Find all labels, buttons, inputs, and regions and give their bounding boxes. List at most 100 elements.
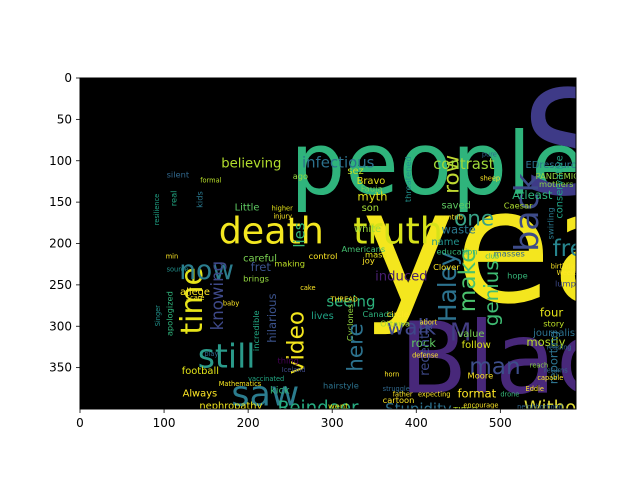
word-play: play — [204, 350, 218, 358]
word-recently: recently — [418, 322, 433, 376]
word-reporting: reporting — [547, 331, 561, 384]
word-now: now — [179, 255, 234, 286]
word-cyclones: Cyclones — [345, 304, 355, 341]
y-tick-label: 100 — [49, 154, 72, 168]
word-without: Without — [524, 398, 595, 419]
plot-background — [80, 78, 576, 409]
word-journalist: journalist — [532, 328, 579, 339]
word-thread: THREAD — [330, 295, 358, 303]
word-careful: careful — [243, 254, 277, 265]
word-contrib: contrib — [440, 214, 463, 222]
word-swirling: swirling — [545, 207, 555, 239]
word-sez: sez — [347, 166, 363, 177]
word-stupidity: Stupidity — [385, 400, 452, 418]
word-fret: fret — [251, 260, 272, 274]
word-horn: horn — [384, 371, 399, 379]
word-scare: Scare — [186, 294, 204, 302]
word-black: Black — [399, 301, 640, 416]
word-mathematics: Mathematics — [219, 380, 262, 388]
word-pandemic: PANDEMIC — [536, 171, 580, 181]
word-rock: rock — [411, 336, 436, 350]
word-threatened: threatened — [403, 156, 413, 202]
word-ottawa: Ottawa — [380, 318, 410, 328]
y-tick-label: 350 — [49, 361, 72, 375]
word-make: make — [454, 249, 481, 313]
x-tick-label: 100 — [153, 416, 176, 430]
word-hairstyle: hairstyle — [323, 380, 359, 390]
word-here: here — [343, 323, 368, 371]
word-making: making — [274, 259, 305, 269]
word-little: Little — [235, 202, 260, 213]
word-back: back — [507, 172, 546, 251]
word-birthday: birthday — [551, 262, 579, 270]
word-incredible: incredible — [251, 310, 261, 351]
word-year: year — [362, 156, 640, 339]
word-resilience: resilience — [153, 194, 161, 225]
word-reindeer: Reindeer — [278, 398, 360, 419]
x-axis: 0 100 200 300 400 500 — [76, 409, 512, 430]
word-believing: believing — [221, 156, 281, 171]
word-canada: Canada — [362, 309, 394, 319]
word-value: value — [457, 329, 484, 340]
word-lump: lump — [555, 279, 576, 289]
word-atleast: Atleast — [512, 188, 553, 202]
word-mothers: mothers — [539, 179, 574, 189]
word-seeing: seeing — [326, 292, 375, 310]
word-capable: capable — [537, 374, 563, 382]
word-haley: Haley — [433, 251, 462, 322]
word-kids: kids — [195, 191, 205, 208]
word-time: time — [175, 267, 210, 334]
word-returns: returns — [544, 367, 568, 375]
word-contrast: contrast — [433, 155, 495, 173]
word-formal: formal — [200, 176, 221, 184]
word-format: format — [457, 386, 496, 400]
word-induced: induced — [375, 270, 428, 285]
word-genius: genius — [480, 260, 503, 326]
y-axis: 0 50 100 150 200 250 300 350 — [49, 71, 80, 375]
word-bravo: Bravo — [357, 176, 386, 187]
word-brings: brings — [243, 274, 269, 284]
y-tick-label: 0 — [64, 71, 72, 85]
word-neighborhood: neighborhood — [517, 403, 563, 411]
word-silent: silent — [167, 169, 190, 179]
y-tick-label: 50 — [57, 112, 72, 126]
word-waste: waste — [441, 223, 475, 237]
word-source: source — [167, 266, 189, 274]
word-saved: saved — [441, 201, 470, 212]
word-myth: myth — [357, 189, 387, 203]
word-infectious: infectious — [302, 153, 375, 171]
word-m: M — [450, 317, 471, 346]
word-singer: Singer — [154, 305, 162, 326]
word-sheep: sheep — [480, 175, 500, 183]
word-allege: allege — [180, 287, 210, 298]
x-tick-label: 200 — [237, 416, 260, 430]
word-weeks: Weeks — [557, 269, 579, 277]
word-injury: injury — [273, 213, 292, 221]
word-caesar: Caesar — [504, 201, 533, 211]
word-walk: walk — [387, 316, 437, 341]
word-saw: saw — [231, 375, 299, 415]
word-circle: circle — [387, 309, 409, 319]
word-moore: Moore — [468, 370, 494, 380]
word-expecting: expecting — [418, 391, 451, 399]
y-tick-label: 300 — [49, 319, 72, 333]
word-apologized: apologized — [164, 291, 174, 336]
word-eddie: Eddie — [526, 385, 544, 393]
word-video: video — [283, 311, 310, 374]
word-clover: Clover — [433, 262, 460, 272]
word-lives: lives — [311, 311, 334, 322]
word-joy: joy — [361, 255, 374, 265]
word-mass: mass — [365, 250, 387, 260]
x-tick-label: 0 — [76, 416, 84, 430]
word-four: four — [540, 305, 564, 319]
word-education: education — [436, 246, 477, 256]
word-story: story — [543, 318, 564, 328]
word-drone: drone — [500, 391, 519, 399]
word-cake: cake — [300, 284, 315, 292]
word-football: football — [182, 366, 219, 377]
word-knowing: knowing — [208, 261, 227, 331]
word-hope: hope — [507, 270, 528, 280]
